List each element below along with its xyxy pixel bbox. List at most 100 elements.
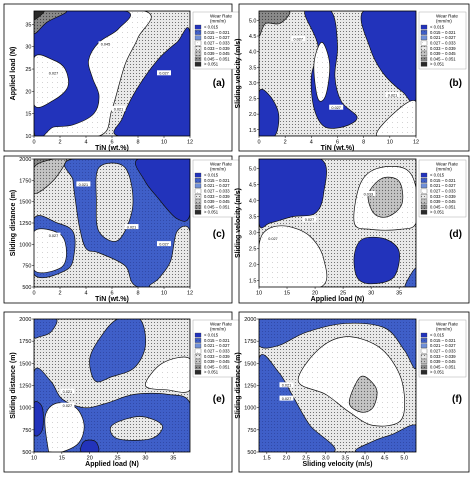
contour-region — [259, 88, 280, 136]
contour-value-label: 0.021 — [111, 106, 126, 111]
x-axis-label: TiN (wt.%) — [95, 296, 129, 303]
contour-region — [313, 41, 331, 102]
contour-region — [110, 416, 163, 441]
x-tick-label: 4.5 — [381, 456, 389, 462]
legend-entry: 0.039 – 0.045 — [430, 51, 456, 56]
contour-value-label: 0.027 — [329, 104, 344, 110]
y-tick-label: 2000 — [244, 317, 256, 323]
contour-region — [34, 11, 131, 136]
legend-entry: < 0.015 — [430, 333, 445, 338]
contour-value-text: 0.027 — [63, 404, 73, 408]
y-tick-label: 25 — [25, 67, 31, 73]
x-tick-label: 4 — [84, 140, 87, 146]
legend-unit: (mm/m) — [436, 19, 452, 24]
legend-swatch — [194, 354, 202, 359]
contour-region — [297, 336, 406, 427]
y-tick-label: 500 — [247, 450, 256, 456]
x-axis-label: TiN (wt.%) — [321, 145, 355, 152]
legend-swatch — [194, 199, 202, 204]
contour-region — [113, 27, 190, 136]
x-tick-label: 10 — [387, 140, 393, 146]
legend-entry: 0.039 – 0.045 — [204, 51, 230, 56]
x-tick-label: 0 — [32, 140, 35, 146]
y-tick-label: 1.5 — [249, 279, 257, 285]
contour-value-text: 0.027 — [159, 243, 169, 247]
x-tick-label: 3.0 — [322, 456, 330, 462]
contour-value-text: 0.021 — [127, 225, 137, 229]
y-tick-label: 3.0 — [249, 81, 257, 87]
contour-panel: 0.027 0.027 0.033 10 15 20 25 30 35 1.5 2.0 2.5 3.0 3… — [235, 155, 470, 304]
legend-entry: > 0.051 — [430, 370, 445, 375]
y-tick-label: 1750 — [19, 339, 31, 345]
legend-swatch — [420, 35, 428, 41]
contour-region — [259, 11, 291, 37]
legend-swatch — [420, 178, 428, 183]
y-tick-label: 30 — [25, 45, 31, 51]
contour-region — [149, 225, 190, 287]
contour-region — [34, 319, 58, 339]
contour-value-label: 0.021 — [76, 181, 91, 187]
contour-region — [360, 11, 416, 105]
legend-swatch — [420, 343, 428, 349]
y-tick-label: 35 — [25, 22, 31, 28]
legend-swatch — [420, 40, 428, 46]
y-tick-label: 2.5 — [249, 247, 257, 253]
legend-entry: 0.039 – 0.045 — [430, 199, 456, 204]
x-tick-label: 8 — [136, 291, 139, 297]
x-tick-label: 35 — [396, 291, 402, 297]
legend-swatch — [194, 183, 202, 189]
axes-frame — [258, 158, 417, 288]
y-tick-label: 1500 — [19, 361, 31, 367]
legend-entry: 0.027 – 0.033 — [430, 189, 456, 194]
contour-value-label: 0.027 — [157, 70, 171, 76]
legend-entry: > 0.051 — [204, 370, 219, 375]
plot-area: 0.021 0.027 — [34, 319, 190, 452]
x-tick-label: 12 — [187, 140, 193, 146]
x-axis-label: Sliding velocity (m/s) — [302, 461, 372, 468]
y-tick-label: 500 — [22, 450, 31, 456]
x-tick-label: 0 — [257, 140, 260, 146]
legend-swatch — [420, 194, 428, 199]
legend-swatch — [420, 359, 428, 364]
legend-swatch — [194, 56, 202, 62]
x-tick-label: 0 — [32, 291, 35, 297]
legend-entry: 0.021 – 0.027 — [430, 35, 456, 40]
legend-swatch — [420, 56, 428, 62]
contour-value-text: 0.027 — [268, 237, 278, 241]
legend-swatch — [194, 209, 202, 215]
y-tick-label: 2000 — [19, 317, 31, 323]
contour-value-text: 0.027 — [331, 106, 341, 110]
y-tick-label: 5.0 — [249, 18, 257, 24]
x-tick-label: 3.5 — [342, 456, 350, 462]
legend-swatch — [194, 35, 202, 41]
y-tick-label: 750 — [22, 264, 31, 270]
y-tick-label: 10 — [25, 134, 31, 140]
legend-entry: 0.015 – 0.021 — [430, 338, 456, 343]
y-tick-label: 1250 — [19, 221, 31, 227]
x-tick-label: 10 — [256, 291, 262, 297]
legend-swatch — [194, 338, 202, 343]
legend-swatch — [420, 51, 428, 56]
legend-entry: 0.015 – 0.021 — [430, 30, 456, 35]
y-tick-label: 1250 — [244, 384, 256, 390]
legend-swatch — [194, 178, 202, 183]
contour-value-label: 0.027 — [266, 235, 281, 241]
legend-title: Wear Rate — [210, 14, 232, 19]
y-tick-label: 2000 — [19, 157, 31, 163]
contour-value-label: 0.021 — [385, 92, 400, 98]
x-tick-label: 2 — [58, 140, 61, 146]
contour-value-text: 0.021 — [114, 107, 124, 111]
panel-label: (a) — [213, 78, 225, 89]
contour-panel: 0.045 0.027 0.021 0.027 0 2 4 6 8 10 12 10 15 20 25 30 3… — [3, 3, 241, 152]
x-tick-label: 20 — [312, 291, 318, 297]
legend-swatch — [194, 61, 202, 67]
y-tick-label: 4.0 — [249, 199, 257, 205]
panel-label: (b) — [449, 78, 462, 89]
y-tick-label: 2.5 — [249, 97, 257, 103]
panel-label: (f) — [452, 394, 462, 405]
contour-value-label: 0.033 — [361, 191, 376, 196]
legend-entry: < 0.015 — [204, 333, 219, 338]
